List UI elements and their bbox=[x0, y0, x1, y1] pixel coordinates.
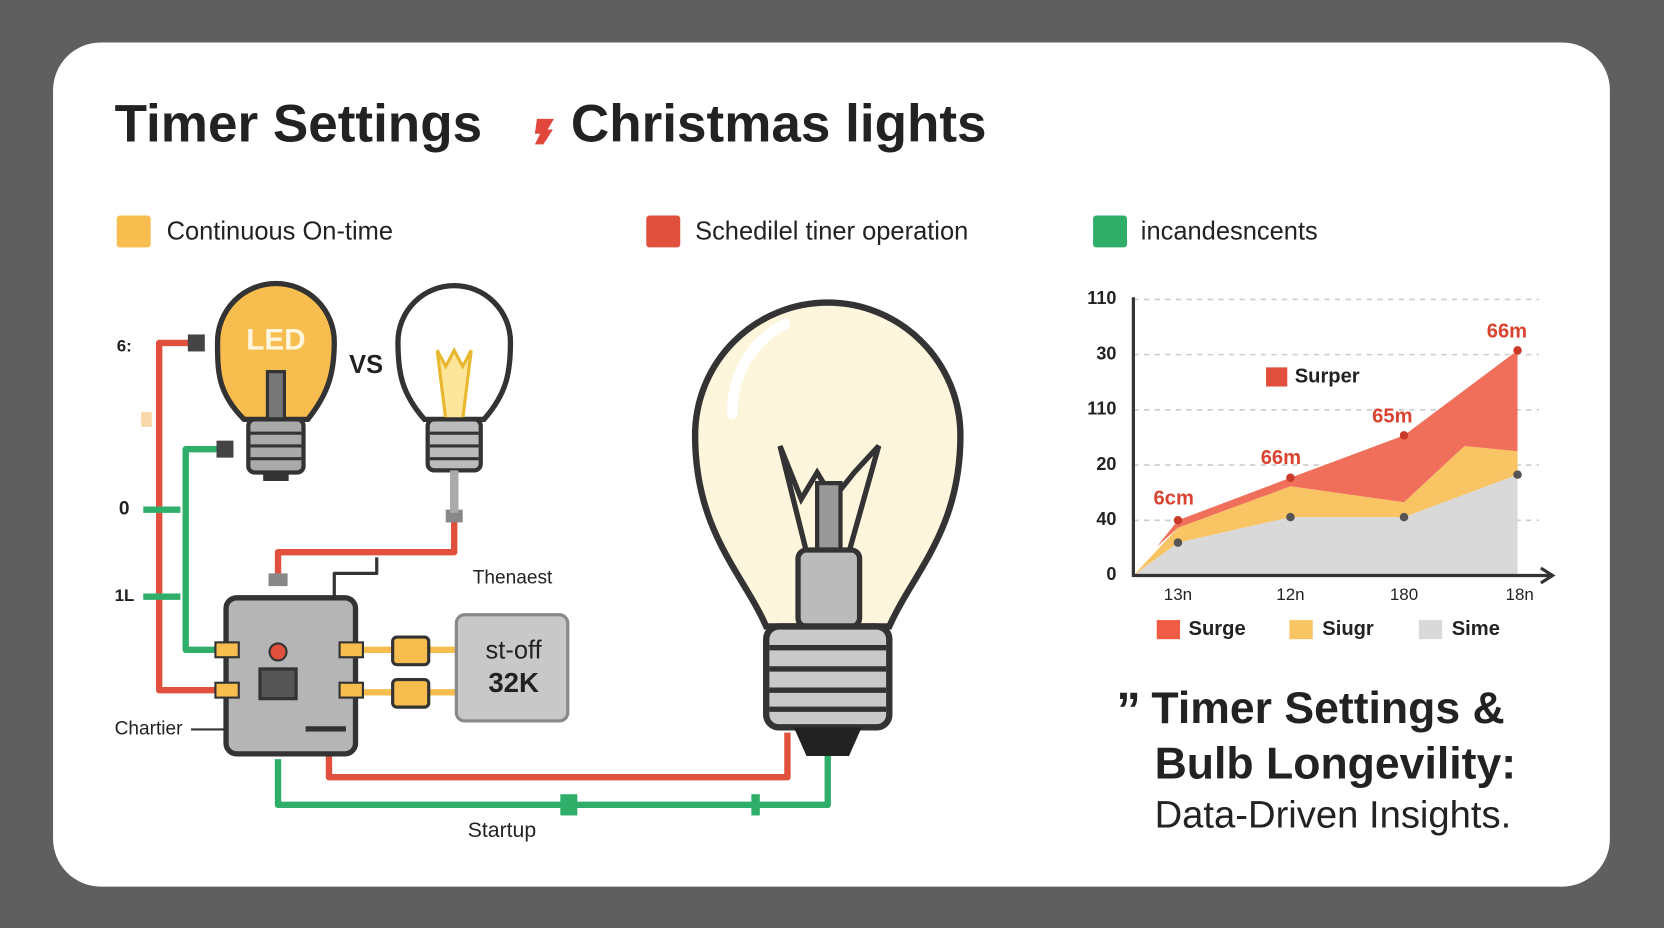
title: Timer Settings bbox=[115, 94, 483, 153]
point-label: 66m bbox=[1487, 321, 1527, 343]
connector bbox=[187, 334, 205, 352]
relay bbox=[391, 635, 431, 667]
chart-legend-label: Sime bbox=[1452, 618, 1500, 640]
chart-dots bbox=[1173, 346, 1522, 525]
side-label: 0 bbox=[119, 499, 130, 520]
legend-swatch bbox=[1093, 215, 1128, 248]
chart-arrow bbox=[1540, 566, 1556, 585]
side-label: 1L bbox=[115, 586, 135, 605]
point-label: 6cm bbox=[1154, 487, 1194, 509]
led-label: LED bbox=[246, 324, 305, 357]
timer-slot bbox=[305, 726, 346, 732]
x-axis-label: 12n bbox=[1276, 585, 1304, 604]
vs-label: VS bbox=[349, 351, 383, 379]
chart-area bbox=[1133, 474, 1518, 576]
y-axis-label: 20 bbox=[1096, 454, 1116, 474]
chart-dots bbox=[1173, 470, 1522, 547]
timer-switch bbox=[258, 667, 298, 701]
legend-swatch bbox=[646, 215, 681, 248]
setting-box bbox=[454, 613, 570, 723]
legend-swatch bbox=[116, 215, 151, 248]
y-axis-label: 110 bbox=[1087, 288, 1116, 308]
thermostat-label: Thenaest bbox=[473, 568, 553, 589]
connector bbox=[751, 794, 760, 816]
startup-label: Startup bbox=[468, 819, 536, 842]
setting-line: st-off bbox=[486, 637, 543, 665]
chart-legend-swatch bbox=[1289, 620, 1313, 640]
caption-quote: ” bbox=[1116, 683, 1140, 737]
caption-line: Bulb Longevility: bbox=[1155, 739, 1516, 788]
connector bbox=[268, 573, 288, 587]
y-axis-label: 110 bbox=[1087, 399, 1116, 419]
chart-legend-label: Surge bbox=[1189, 618, 1246, 640]
point-label: 66m bbox=[1261, 447, 1301, 469]
timer-pin bbox=[338, 641, 364, 659]
charger-label: Chartier bbox=[115, 718, 184, 739]
chart-legend-swatch bbox=[1418, 620, 1443, 640]
legend-label: incandesncents bbox=[1141, 217, 1318, 245]
side-label: 6: bbox=[117, 337, 132, 356]
legend-label: Continuous On-time bbox=[167, 217, 393, 245]
x-axis-label: 13n bbox=[1164, 585, 1192, 604]
x-axis-label: 18n bbox=[1506, 585, 1534, 604]
chart-area bbox=[1133, 445, 1518, 576]
y-axis-label: 40 bbox=[1096, 509, 1116, 529]
caption-line: Timer Settings & bbox=[1151, 684, 1504, 733]
y-axis-label: 30 bbox=[1096, 343, 1116, 363]
inline-legend-label: Surper bbox=[1295, 365, 1360, 387]
timer-pin bbox=[338, 681, 364, 699]
caption-line: Data-Driven Insights. bbox=[1155, 794, 1512, 837]
chart-legend-swatch bbox=[1156, 620, 1181, 640]
chart-area bbox=[1156, 350, 1518, 547]
relay bbox=[391, 677, 431, 709]
timer-pin bbox=[214, 681, 240, 699]
big-bulb bbox=[691, 299, 964, 756]
point-label: 65m bbox=[1372, 406, 1412, 428]
chart-legend-label: Siugr bbox=[1322, 618, 1374, 640]
connector bbox=[560, 794, 578, 816]
legend-label: Schedilel tiner operation bbox=[695, 217, 968, 245]
small-bulb bbox=[395, 283, 514, 513]
chart-axes bbox=[1131, 297, 1550, 578]
inline-legend-swatch bbox=[1266, 367, 1288, 387]
connector bbox=[216, 440, 234, 458]
y-axis-label: 0 bbox=[1106, 564, 1116, 584]
led-bulb bbox=[214, 280, 337, 481]
x-axis-label: 180 bbox=[1390, 585, 1418, 604]
title-tail: Christmas lights bbox=[571, 94, 987, 153]
timer-led bbox=[268, 642, 288, 662]
timer-pin bbox=[214, 641, 240, 659]
setting-line: 32K bbox=[488, 667, 539, 698]
connector bbox=[141, 411, 152, 427]
title-separator bbox=[534, 118, 554, 145]
